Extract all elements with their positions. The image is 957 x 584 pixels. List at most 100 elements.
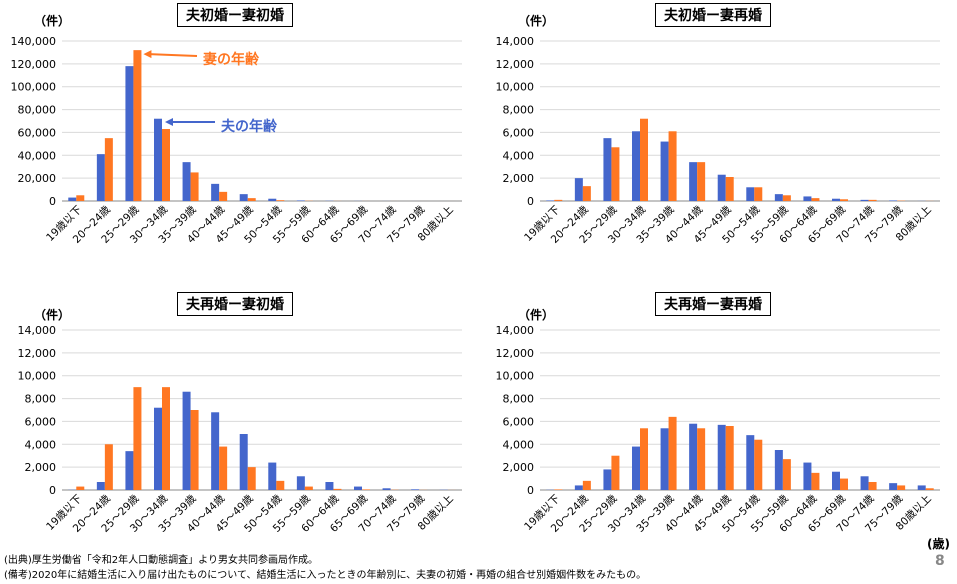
husband-bar [803, 196, 812, 201]
wife-bar [611, 147, 620, 201]
wife-bar [611, 455, 620, 490]
y-tick-label: 120,000 [11, 58, 57, 71]
wife-bar [276, 200, 285, 201]
husband-bar [660, 141, 669, 201]
wife-bar [582, 480, 591, 490]
y-unit-label: （件） [518, 14, 555, 28]
husband-bar [96, 154, 105, 201]
wife-bar [133, 50, 142, 202]
husband-bar [689, 423, 698, 490]
y-tick-label: 6,000 [503, 126, 535, 139]
wife-bar [925, 488, 934, 490]
footer-source: (出典)厚生労働省「令和2年人口動態調査」より男女共同参画局作成。 [4, 555, 318, 566]
wife-bar [362, 489, 370, 490]
y-tick-label: 12,000 [18, 347, 57, 360]
footer-note: (備考)2020年に結婚生活に入り届け出たものについて、結婚生活に入ったときの年… [4, 570, 647, 581]
y-unit-label: （件） [34, 14, 71, 28]
wife-age-arrowhead [143, 50, 152, 59]
wife-bar [304, 486, 313, 490]
husband-bar [574, 485, 583, 490]
wife-bar [668, 131, 677, 201]
husband-bar [239, 194, 248, 201]
husband-bar [296, 476, 305, 490]
husband-bar [603, 138, 612, 201]
wife-bar [811, 198, 820, 201]
chart-title: 夫初婚ー妻再婚 [655, 3, 771, 27]
wife-bar [190, 410, 199, 490]
husband-bar [68, 197, 77, 201]
chart-svg: 02,0004,0006,0008,00010,00012,00014,0001… [496, 324, 940, 535]
y-tick-label: 20,000 [18, 172, 57, 185]
husband-bar [154, 118, 162, 201]
wife-bar [725, 177, 734, 201]
wife-bar [782, 459, 791, 490]
chart-title: 夫再婚ー妻再婚 [655, 292, 771, 316]
wife-bar [782, 195, 791, 201]
husband-bar [125, 66, 134, 202]
y-tick-label: 14,000 [496, 35, 535, 48]
wife-bar [276, 480, 285, 490]
husband-bar [689, 162, 698, 201]
y-tick-label: 4,000 [25, 438, 57, 451]
y-tick-label: 0 [49, 484, 56, 497]
wife-bar [104, 444, 113, 490]
husband-bar [211, 412, 220, 490]
page-number: 8 [935, 553, 945, 569]
wife-bar [219, 446, 228, 490]
y-unit-label: （件） [34, 308, 71, 322]
y-tick-label: 0 [527, 484, 534, 497]
husband-age-arrowhead [165, 118, 173, 126]
wife-bar [868, 482, 877, 490]
y-tick-label: 2,000 [503, 172, 535, 185]
husband-bar [96, 482, 105, 490]
wife-bar [162, 129, 170, 201]
husband-bar [860, 476, 869, 490]
y-tick-label: 12,000 [496, 347, 535, 360]
chart-panel-first-re: 夫初婚ー妻再婚 （件） 0 2,000 4,000 6,000 8,000 10,000 1… [478, 0, 948, 285]
wife-bar [554, 199, 563, 201]
husband-bar [411, 489, 420, 490]
husband-bar [239, 434, 248, 490]
husband-bar [746, 435, 755, 490]
wife-age-arrow-line [149, 53, 198, 57]
wife-bar [133, 387, 142, 490]
husband-bar [717, 424, 726, 490]
husband-bar [917, 485, 926, 490]
y-tick-label: 40,000 [18, 149, 57, 162]
wife-bar [868, 199, 877, 201]
y-tick-label: 6,000 [503, 415, 535, 428]
wife-bar [76, 486, 85, 490]
husband-bar [632, 131, 640, 201]
y-tick-label: 2,000 [503, 461, 535, 474]
chart-svg: 02,0004,0006,0008,00010,00012,00014,0001… [496, 35, 940, 246]
y-tick-label: 8,000 [503, 393, 535, 406]
wife-bar [840, 478, 848, 490]
husband-bar [268, 198, 277, 201]
chart-title: 夫初婚ー妻初婚 [177, 3, 293, 27]
husband-bar [860, 199, 869, 201]
chart-panel-re-first: 夫再婚ー妻初婚 （件） 0 2,000 4,000 6,000 8,000 10,000 1… [0, 289, 470, 574]
husband-bar [832, 471, 840, 490]
y-tick-label: 14,000 [18, 324, 57, 337]
husband-bar [296, 200, 305, 201]
wife-bar [897, 485, 906, 490]
husband-bar [889, 483, 898, 490]
husband-bar [746, 187, 755, 201]
y-tick-label: 100,000 [11, 81, 57, 94]
wife-bar [754, 187, 763, 201]
y-tick-label: 12,000 [496, 58, 535, 71]
husband-bar [717, 174, 726, 201]
wife-bar [582, 186, 591, 201]
husband-bar [182, 162, 191, 201]
husband-bar [574, 178, 583, 201]
y-tick-label: 14,000 [496, 324, 535, 337]
wife-bar [697, 162, 706, 201]
husband-bar [660, 428, 669, 490]
y-tick-label: 4,000 [503, 149, 535, 162]
y-tick-label: 10,000 [496, 370, 535, 383]
husband-bar [546, 200, 555, 201]
husband-bar [803, 462, 812, 490]
husband-bar [382, 488, 391, 490]
wife-bar [219, 191, 228, 201]
y-tick-label: 2,000 [25, 461, 57, 474]
